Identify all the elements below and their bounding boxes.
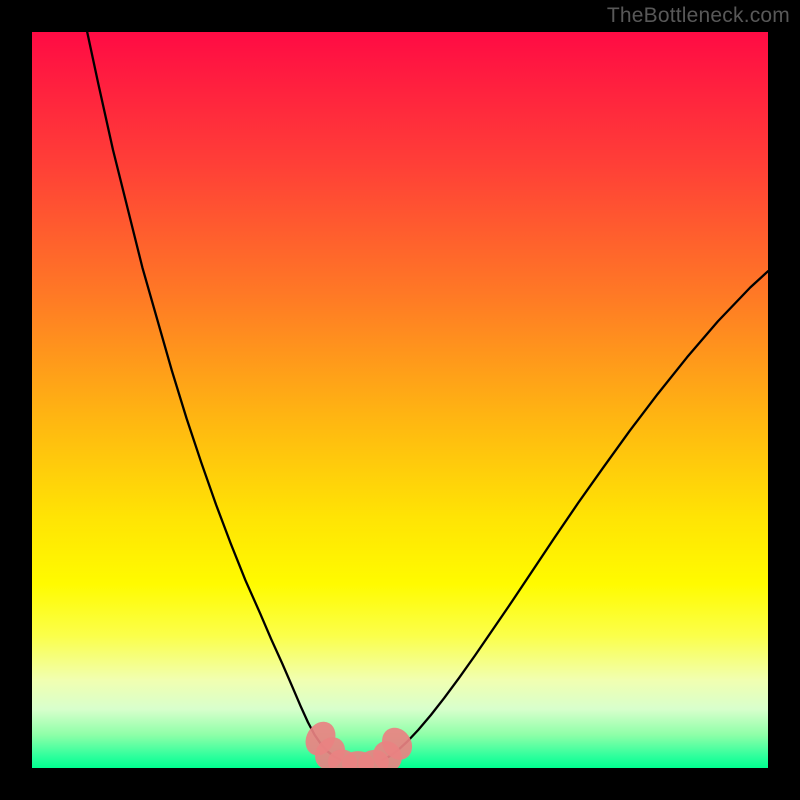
chart-root: TheBottleneck.com: [0, 0, 800, 800]
bottleneck-curve-chart: [0, 0, 800, 800]
watermark-text: TheBottleneck.com: [607, 4, 790, 28]
plot-area: [32, 32, 768, 768]
